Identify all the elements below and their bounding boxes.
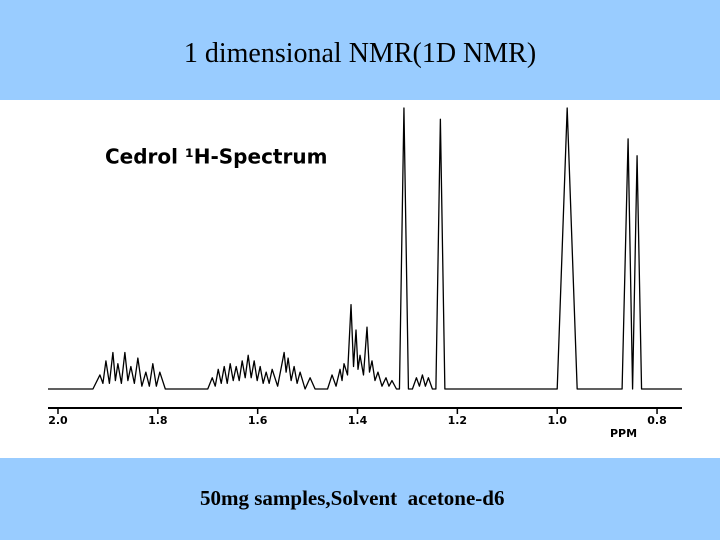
x-tick-label: 1.8: [148, 414, 168, 427]
header-band: 1 dimensional NMR(1D NMR): [0, 0, 720, 100]
spectrum-chart: Cedrol ¹H-Spectrum PPM 2.0 1.8 1.6 1.4 1.2 1.…: [48, 107, 682, 440]
footer-text: 50mg samples,Solvent acetone-d6: [200, 486, 505, 510]
chart-title: Cedrol ¹H-Spectrum: [105, 145, 327, 169]
slide-title: 1 dimensional NMR(1D NMR): [183, 38, 537, 69]
footer-band: 50mg samples,Solvent acetone-d6: [0, 458, 720, 540]
x-tick-label: 1.6: [248, 414, 268, 427]
x-tick-label: 1.2: [448, 414, 468, 427]
x-tick-label: 0.8: [647, 414, 667, 427]
x-axis-label: PPM: [610, 427, 637, 440]
x-tick-label: 2.0: [48, 414, 68, 427]
spectrum-line: [48, 107, 682, 390]
x-tick-label: 1.4: [348, 414, 368, 427]
x-tick-label: 1.0: [547, 414, 567, 427]
